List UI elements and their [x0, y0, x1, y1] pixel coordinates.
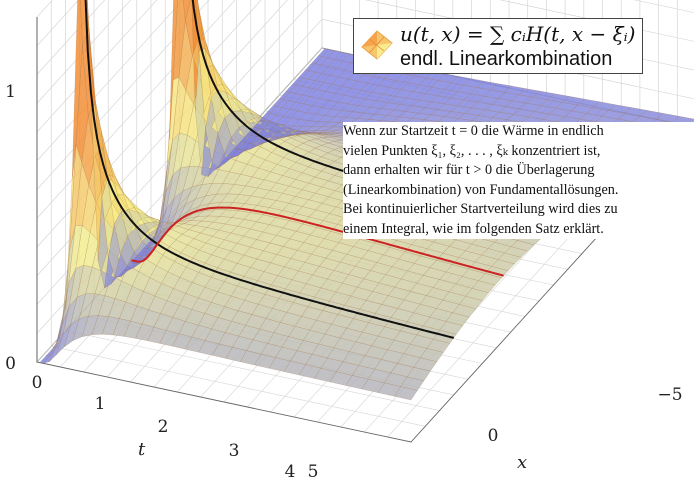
t-axis-title: t — [138, 439, 146, 460]
legend-swatch-icon — [360, 29, 394, 61]
tick-label: 1 — [5, 82, 16, 102]
annotation-line: einem Integral, wie im folgenden Satz er… — [343, 220, 694, 240]
tick-label: 2 — [158, 417, 169, 437]
tick-label: 5 — [308, 462, 319, 477]
tick-label: 0 — [32, 373, 43, 393]
legend-formula: u(t, x) = ∑ cᵢH(t, x − ξᵢ) — [400, 22, 635, 46]
legend-label: endl. Linearkombination — [400, 48, 612, 71]
annotation-line: Wenn zur Startzeit t = 0 die Wärme in en… — [343, 122, 694, 142]
annotation-line: dann erhalten wir für t > 0 die Überlage… — [343, 161, 694, 181]
x-axis-title: x — [517, 452, 527, 473]
tick-label: −5 — [657, 385, 682, 405]
annotation-line: (Linearkombination) von Fundamentallösun… — [343, 181, 694, 201]
annotation-line: Bei kontinuierlicher Startverteilung wir… — [343, 200, 694, 220]
tick-label: 0 — [488, 426, 499, 446]
tick-label: 0 — [5, 354, 16, 374]
annotation-line: vielen Punkten ξ₁, ξ₂, . . . , ξₖ konzen… — [343, 142, 694, 162]
annotation-text: Wenn zur Startzeit t = 0 die Wärme in en… — [343, 122, 694, 239]
tick-label: 1 — [95, 394, 106, 414]
legend: u(t, x) = ∑ cᵢH(t, x − ξᵢ) endl. Lineark… — [353, 18, 643, 74]
tick-label: 3 — [229, 441, 240, 461]
tick-label: 4 — [285, 462, 296, 477]
